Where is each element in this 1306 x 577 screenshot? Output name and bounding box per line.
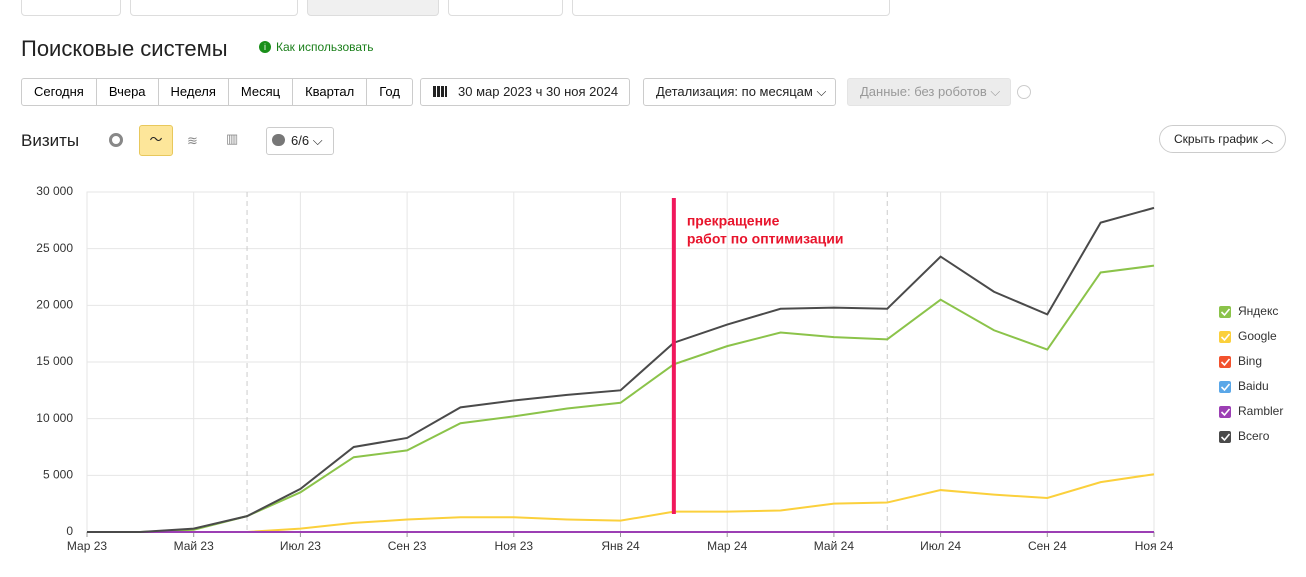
x-tick-label: Янв 24 — [601, 539, 640, 553]
detail-select[interactable]: Детализация: по месяцам ⌵ — [643, 78, 836, 106]
tab[interactable] — [448, 0, 563, 16]
metric-title: Визиты — [21, 131, 80, 150]
x-tick-label: Сен 24 — [1028, 539, 1067, 553]
area-icon[interactable]: ≋ — [187, 133, 198, 148]
series-line — [87, 206, 1155, 533]
x-tick-label: Июл 23 — [280, 539, 321, 553]
filter-text: Данные: без роботов — [860, 84, 987, 99]
legend-swatch — [1219, 356, 1231, 368]
legend-label: Всего — [1238, 429, 1270, 443]
tab[interactable] — [572, 0, 890, 16]
x-tick-label: Мар 23 — [67, 539, 107, 553]
legend-label: Baidu — [1238, 379, 1269, 393]
legend-label: Яндекс — [1238, 304, 1278, 318]
period-button[interactable]: Сегодня — [21, 78, 97, 106]
tab[interactable] — [307, 0, 439, 16]
series-line — [87, 264, 1155, 533]
date-range[interactable]: 30 мар 2023 ч 30 ноя 2024 — [420, 78, 630, 106]
y-tick-label: 15 000 — [36, 354, 73, 368]
bar-icon[interactable]: ▥ — [226, 131, 239, 146]
period-button[interactable]: Вчера — [96, 78, 159, 106]
period-button[interactable]: Квартал — [293, 78, 368, 106]
note-icon — [272, 134, 285, 146]
y-tick-label: 10 000 — [36, 411, 73, 425]
legend-check — [1220, 408, 1231, 417]
period-button[interactable]: Неделя — [158, 78, 229, 106]
line-icon[interactable]: 〜 — [139, 125, 173, 156]
legend-swatch — [1219, 306, 1231, 318]
legend-label: Bing — [1238, 354, 1262, 368]
legend-swatch — [1219, 331, 1231, 343]
page-title: Поисковые системы — [21, 36, 228, 61]
count-text: 6/6 — [291, 133, 310, 148]
notes-select[interactable]: 6/6 ⌵ — [266, 127, 334, 155]
x-tick-label: Сен 23 — [388, 539, 427, 553]
period-button[interactable]: Месяц — [228, 78, 294, 106]
legend-check — [1220, 383, 1231, 392]
help-icon[interactable] — [1017, 85, 1031, 99]
x-tick-label: Июл 24 — [920, 539, 961, 553]
legend-swatch — [1219, 431, 1231, 443]
annotation-text: прекращение — [687, 213, 780, 229]
annotation-text: работ по оптимизации — [687, 231, 844, 247]
y-tick-label: 20 000 — [36, 298, 73, 312]
info-icon: i — [259, 41, 271, 53]
data-filter[interactable]: Данные: без роботов ⌵ — [847, 78, 1011, 106]
y-tick-label: 5 000 — [43, 468, 73, 482]
legend-check — [1220, 358, 1231, 367]
legend-check — [1220, 433, 1231, 442]
hide-text: Скрыть график — [1174, 132, 1258, 146]
tab[interactable] — [21, 0, 121, 16]
x-tick-label: Май 24 — [814, 539, 855, 553]
calendar-icon — [433, 86, 447, 97]
series-line — [87, 473, 1155, 533]
period-button[interactable]: Год — [367, 78, 413, 106]
x-tick-label: Май 23 — [174, 539, 215, 553]
legend-check — [1220, 333, 1231, 342]
x-tick-label: Ноя 24 — [1135, 539, 1174, 553]
legend-label: Google — [1238, 329, 1277, 343]
x-tick-label: Ноя 23 — [495, 539, 534, 553]
help-link[interactable]: i Как использовать — [259, 40, 374, 54]
hide-chart[interactable]: Скрыть график ︿ — [1159, 125, 1286, 153]
y-tick-label: 30 000 — [36, 184, 73, 198]
legend-check — [1220, 308, 1231, 317]
help-text: Как использовать — [276, 40, 374, 54]
y-tick-label: 25 000 — [36, 241, 73, 255]
legend-label: Rambler — [1238, 404, 1283, 418]
tab[interactable] — [130, 0, 298, 16]
x-tick-label: Мар 24 — [707, 539, 747, 553]
y-tick-label: 0 — [66, 524, 73, 538]
detail-text: Детализация: по месяцам — [656, 84, 813, 99]
period-group: Сегодня Вчера Неделя Месяц Квартал Год — [21, 78, 413, 106]
legend-swatch — [1219, 406, 1231, 418]
legend-swatch — [1219, 381, 1231, 393]
pie-icon[interactable] — [109, 133, 123, 147]
